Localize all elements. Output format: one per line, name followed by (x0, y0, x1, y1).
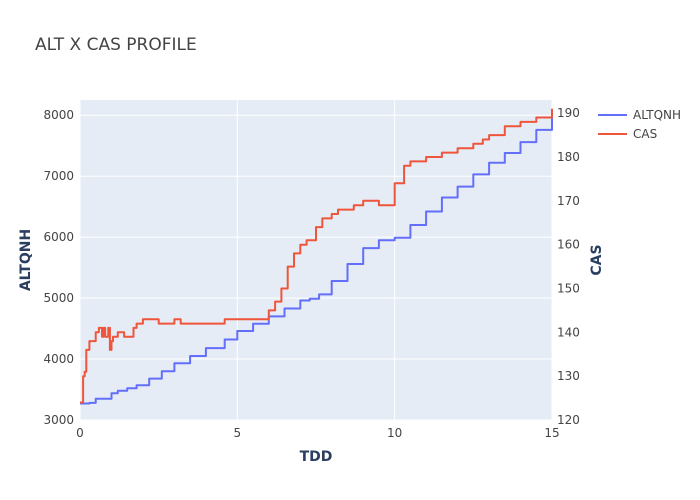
legend-item-altqnh[interactable]: ALTQNH (598, 108, 681, 122)
y-right-tick-label: 160 (557, 238, 580, 252)
y-right-tick-label: 140 (557, 325, 580, 339)
series-line-cas (80, 108, 553, 404)
y-right-tick-label: 190 (557, 106, 580, 120)
series-line-altqnh (80, 117, 553, 405)
y-left-tick-label: 8000 (43, 108, 74, 122)
y-left-tick-label: 7000 (43, 169, 74, 183)
y-left-tick-label: 3000 (43, 413, 74, 427)
chart-title: ALT X CAS PROFILE (35, 35, 197, 55)
x-tick-label: 0 (76, 426, 84, 440)
legend[interactable]: ALTQNH CAS (598, 108, 681, 141)
y-right-tick-label: 120 (557, 413, 580, 427)
y-left-tick-label: 4000 (43, 352, 74, 366)
x-tick-label: 10 (387, 426, 402, 440)
y-axis-right: 120 130 140 150 160 170 180 190 (557, 106, 580, 427)
x-tick-label: 5 (234, 426, 242, 440)
x-tick-label: 15 (544, 426, 559, 440)
x-axis-title: TDD (300, 449, 333, 465)
y-axis-left: 3000 4000 5000 6000 7000 8000 (43, 108, 74, 427)
y-left-tick-label: 6000 (43, 230, 74, 244)
plot-area (80, 100, 552, 420)
y-axis-left-title: ALTQNH (18, 229, 34, 291)
series-layer (80, 108, 553, 405)
legend-item-cas[interactable]: CAS (598, 127, 657, 141)
legend-label-altqnh: ALTQNH (633, 108, 681, 122)
y-axis-right-title: CAS (589, 244, 605, 275)
grid (79, 100, 553, 421)
legend-label-cas: CAS (633, 127, 657, 141)
y-left-tick-label: 5000 (43, 291, 74, 305)
y-right-tick-label: 150 (557, 281, 580, 295)
y-right-tick-label: 180 (557, 150, 580, 164)
x-axis: 0 5 10 15 (76, 426, 559, 440)
y-right-tick-label: 130 (557, 369, 580, 383)
y-right-tick-label: 170 (557, 194, 580, 208)
